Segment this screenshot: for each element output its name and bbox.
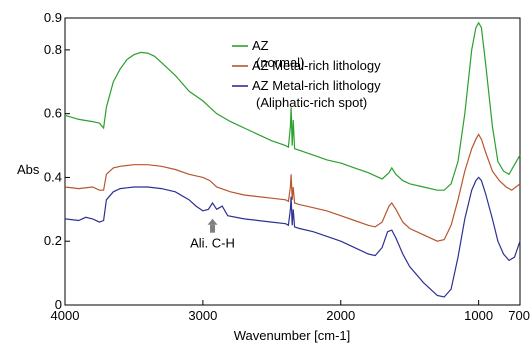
y-tick-label: 0.9 [44,10,62,25]
series-line-1 [64,21,521,191]
annotation-arrow-shaft [210,224,216,233]
y-tick-label: 0.6 [44,106,62,121]
x-tick-label: 1000 [464,308,493,323]
annotation-layer: Ali. C-H [190,218,235,251]
legend-label-1-cont: (normal) [256,55,304,70]
legend-label-1: AZ [252,38,269,53]
plot-area [64,17,521,306]
y-axis-title: Abs [17,162,40,177]
annotation-label: Ali. C-H [190,236,235,251]
legend-label-2: AZ Metal-rich lithology [252,58,381,73]
legend-label-3: AZ Metal-rich lithology [252,78,381,93]
y-tick-label: 0.2 [44,233,62,248]
x-axis-title: Wavenumber [cm-1] [234,328,351,343]
x-tick-label: 700 [508,308,530,323]
series-line-2 [64,133,521,242]
y-tick-label: 0 [55,297,62,312]
y-tick-label: 0.8 [44,42,62,57]
ticks-layer: 4000 3000 2000 1000 700 0 0.2 0.4 0.6 0.8 0.9 [44,10,530,323]
series-line-3 [64,176,521,298]
legend-label-3-cont: (Aliphatic-rich spot) [256,95,367,110]
series-layer [64,21,521,298]
x-tick-label: 2000 [326,308,355,323]
x-tick-label: 4000 [51,308,80,323]
x-tick-label: 3000 [188,308,217,323]
annotation-arrow-head [207,218,218,225]
y-tick-label: 0.4 [44,169,62,184]
